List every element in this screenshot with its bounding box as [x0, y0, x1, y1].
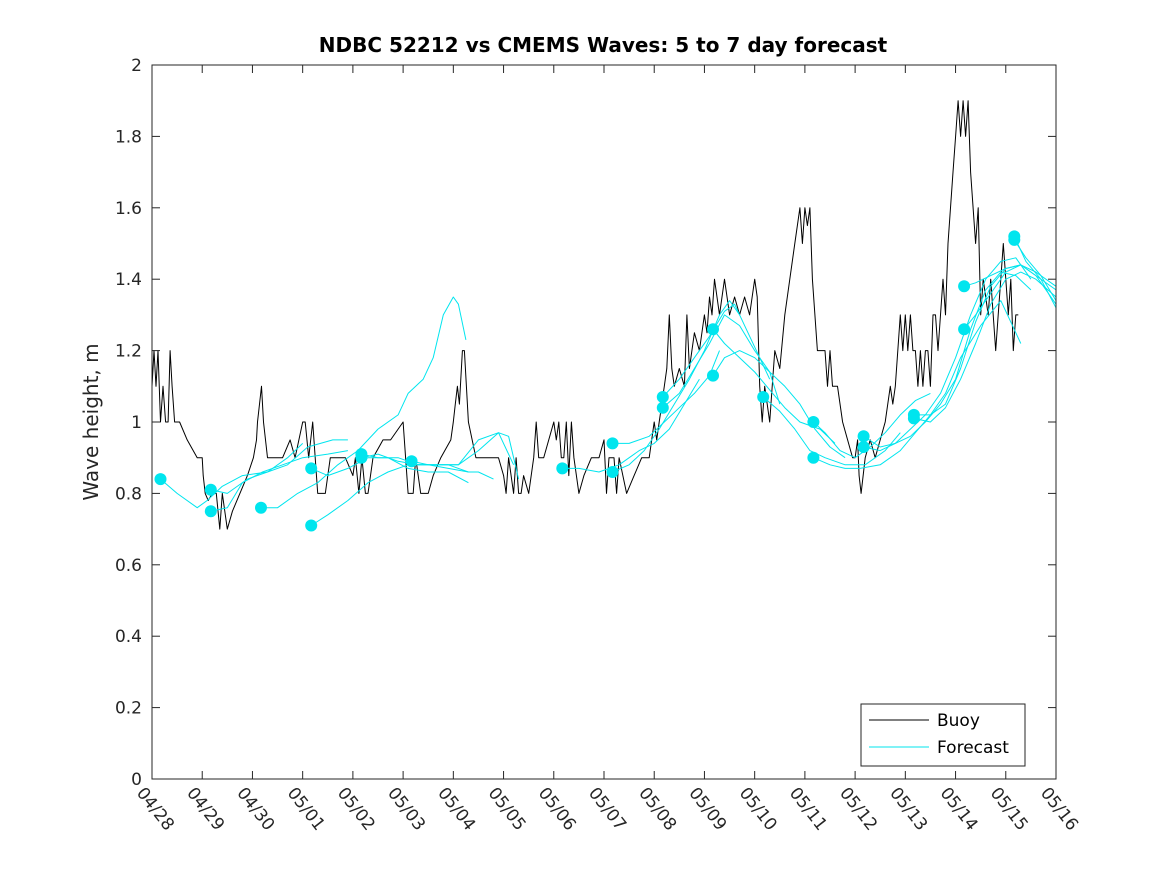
legend-label-forecast: Forecast — [937, 738, 1009, 758]
x-tick-label: 05/01 — [283, 784, 329, 835]
forecast-start-marker-8 — [355, 451, 368, 464]
forecast-line-14 — [662, 314, 781, 409]
forecast-start-marker-27 — [1008, 233, 1021, 246]
forecast-line-19 — [813, 300, 1022, 469]
forecast-start-marker-15 — [707, 323, 719, 336]
forecast-start-marker-2 — [204, 483, 217, 496]
forecast-line-16 — [712, 350, 846, 459]
forecast-line-13 — [662, 303, 771, 398]
legend-box — [860, 703, 1026, 767]
x-tick-label: 05/14 — [936, 784, 982, 835]
forecast-start-marker-17 — [757, 391, 770, 403]
forecast-line-5 — [311, 457, 469, 484]
forecast-line-27 — [1013, 239, 1057, 301]
y-tick-label: 1 — [131, 413, 142, 433]
y-tick-label: 1.4 — [115, 270, 142, 290]
forecast-line-2 — [210, 439, 348, 494]
forecast-start-marker-18 — [807, 416, 820, 428]
x-tick-label: 05/04 — [433, 784, 479, 835]
forecast-start-marker-4 — [255, 501, 267, 514]
forecast-start-marker-20 — [857, 430, 870, 443]
forecast-line-17 — [762, 396, 901, 466]
forecast-line-6 — [310, 464, 469, 526]
y-tick-label: 1.6 — [115, 199, 142, 219]
x-tick-label: 04/30 — [232, 784, 278, 835]
y-tick-label: 2 — [131, 56, 142, 76]
chart-title: NDBC 52212 vs CMEMS Waves: 5 to 7 day fo… — [319, 33, 888, 57]
x-tick-label: 05/07 — [584, 784, 630, 835]
x-tick-label: 05/11 — [785, 784, 831, 835]
forecast-line-21 — [863, 257, 1032, 452]
x-tick-label: 05/09 — [684, 784, 730, 835]
forecast-start-marker-24 — [958, 280, 971, 293]
forecast-start-marker-23 — [907, 412, 920, 425]
legend-label-buoy: Buoy — [937, 711, 980, 731]
forecast-start-marker-14 — [656, 401, 669, 414]
forecast-line-11 — [612, 350, 720, 444]
forecast-start-marker-25 — [958, 323, 971, 336]
y-tick-label: 0.8 — [115, 484, 142, 504]
forecast-line-4 — [261, 296, 467, 509]
forecast-start-marker-3 — [204, 505, 217, 518]
forecast-start-marker-21 — [857, 441, 870, 453]
forecast-line-3 — [210, 450, 348, 512]
x-tick-label: 04/28 — [132, 784, 178, 835]
y-tick-label: 1.2 — [115, 342, 142, 362]
x-tick-label: 05/15 — [986, 784, 1032, 835]
forecast-line-10 — [562, 378, 700, 473]
x-tick-label: 05/05 — [484, 784, 530, 835]
forecast-line-1 — [160, 443, 304, 509]
x-tick-label: 05/13 — [885, 784, 931, 835]
forecast-start-marker-19 — [807, 451, 820, 464]
forecast-start-marker-1 — [154, 473, 167, 486]
y-axis-label: Wave height, m — [79, 343, 103, 500]
y-tick-label: 0.2 — [115, 699, 142, 719]
forecast-line-8 — [361, 432, 515, 466]
x-tick-label: 05/16 — [1036, 784, 1082, 835]
legend: Buoy Forecast — [860, 703, 1026, 767]
forecast-start-marker-9 — [405, 455, 418, 468]
forecast-line-22 — [913, 264, 1057, 416]
x-tick-label: 05/06 — [534, 784, 580, 835]
forecast-start-marker-16 — [707, 369, 719, 382]
x-tick-label: 05/02 — [333, 784, 379, 835]
y-tick-label: 0 — [131, 770, 142, 790]
forecast-line-25 — [963, 264, 1057, 330]
forecast-line-23 — [913, 271, 1057, 423]
x-tick-label: 05/03 — [383, 784, 429, 835]
forecast-line-12 — [612, 300, 741, 473]
y-tick-label: 1.8 — [115, 127, 142, 147]
y-tick-label: 0.4 — [115, 627, 142, 647]
forecast-line-9 — [411, 460, 494, 480]
forecast-line-20 — [863, 271, 1032, 448]
forecast-start-marker-10 — [556, 462, 569, 475]
x-tick-label: 05/12 — [835, 784, 881, 835]
x-tick-label: 04/29 — [182, 784, 228, 835]
x-tick-label: 05/10 — [735, 784, 781, 835]
plot-frame — [151, 64, 1057, 780]
forecast-start-marker-13 — [656, 391, 669, 403]
series-layer — [151, 100, 1057, 532]
forecast-line-18 — [813, 392, 931, 459]
x-tick-label: 05/08 — [634, 784, 680, 835]
forecast-start-marker-11 — [606, 437, 619, 450]
forecast-start-marker-5 — [305, 462, 318, 475]
forecast-start-marker-12 — [606, 466, 619, 478]
forecast-start-marker-6 — [305, 519, 318, 532]
y-tick-label: 0.6 — [115, 556, 142, 576]
